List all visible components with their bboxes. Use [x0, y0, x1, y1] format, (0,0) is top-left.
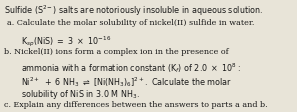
Text: c. Explain any differences between the answers to parts a and b.: c. Explain any differences between the a… — [4, 101, 267, 109]
Text: $\mathrm{Ni}^{2+}\mathrm{\ +\ 6\ NH}_{3}\mathrm{\ \rightleftharpoons\ [Ni(NH}_{3: $\mathrm{Ni}^{2+}\mathrm{\ +\ 6\ NH}_{3}… — [21, 75, 232, 89]
Text: $\mathrm{solubility\ of\ NiS\ in\ 3.0\ M\ NH}_{3}\mathrm{.}$: $\mathrm{solubility\ of\ NiS\ in\ 3.0\ M… — [21, 88, 140, 101]
Text: $\mathrm{K}_{sp}\mathrm{(NiS)\ =\ 3\ \times\ 10}^{-16}$: $\mathrm{K}_{sp}\mathrm{(NiS)\ =\ 3\ \ti… — [21, 34, 112, 49]
Text: $\mathrm{Sulfide\ (S}^{2-}\mathrm{)\ salts\ are\ notoriously\ insoluble\ in\ aqu: $\mathrm{Sulfide\ (S}^{2-}\mathrm{)\ sal… — [4, 4, 263, 18]
Text: b. Nickel(II) ions form a complex ion in the presence of: b. Nickel(II) ions form a complex ion in… — [4, 48, 228, 56]
Text: a. Calculate the molar solubility of nickel(II) sulfide in water.: a. Calculate the molar solubility of nic… — [7, 19, 255, 27]
Text: $\mathrm{ammonia\ with\ a\ formation\ constant\ (K}_{f}\mathrm{)\ of\ 2.0\ \time: $\mathrm{ammonia\ with\ a\ formation\ co… — [21, 62, 241, 75]
